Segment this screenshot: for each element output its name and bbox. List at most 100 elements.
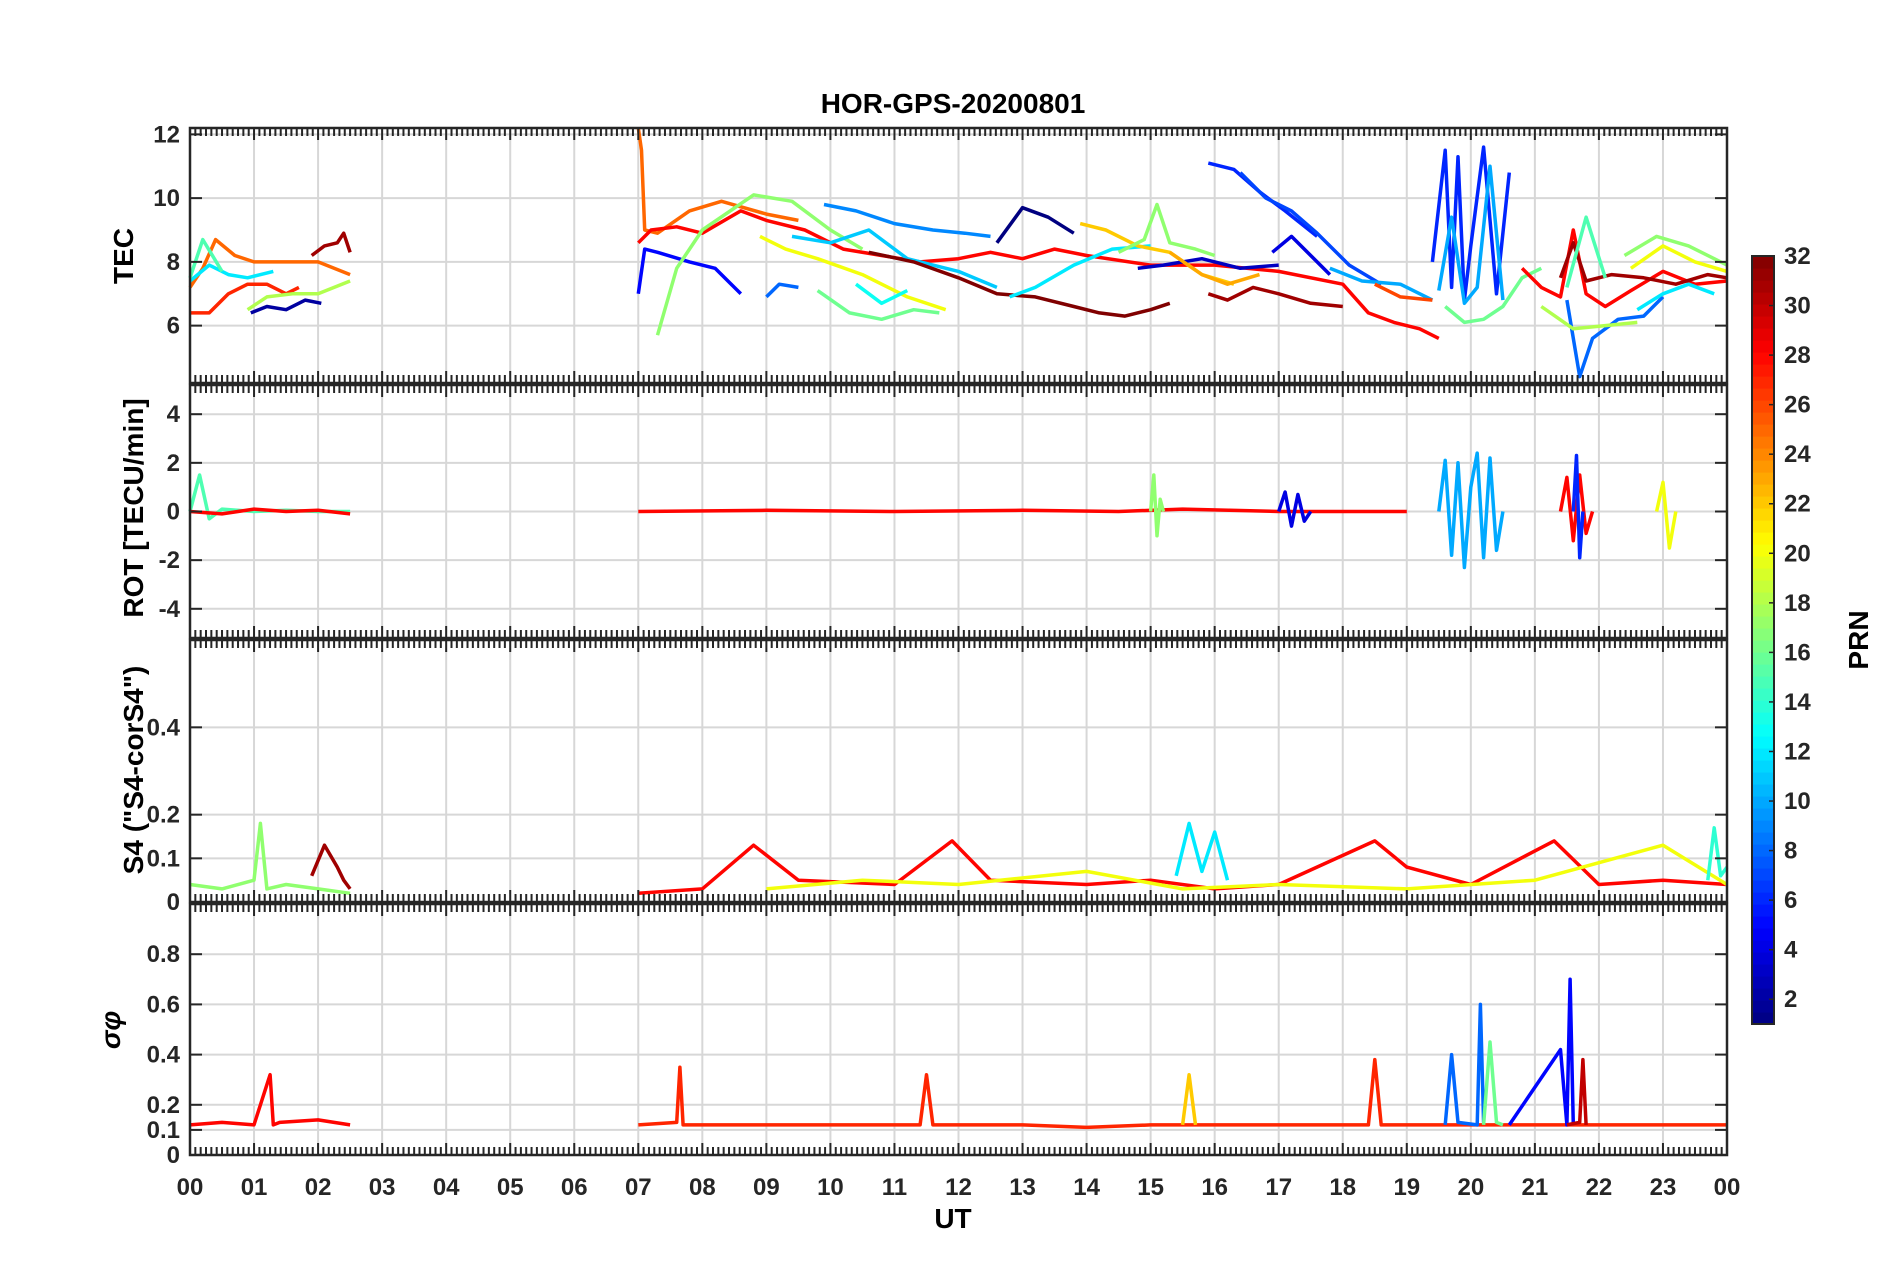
y-tick-label: 8	[167, 249, 180, 276]
x-tick-label: 07	[625, 1174, 652, 1201]
series-line	[1437, 451, 1505, 570]
series-line	[636, 247, 743, 296]
series-line	[188, 263, 274, 283]
series-line	[1706, 826, 1729, 881]
x-tick-label: 05	[497, 1174, 524, 1201]
series-line	[189, 507, 351, 516]
panels-group: 681012-4-202400.10.20.400.10.20.40.60.8T…	[95, 121, 1740, 1201]
series-line	[1481, 1040, 1504, 1127]
series-line	[1444, 266, 1543, 325]
series-line	[1437, 164, 1505, 306]
series-line	[1571, 453, 1585, 560]
series-line	[816, 289, 940, 322]
series-line	[1540, 305, 1638, 331]
series-line	[250, 298, 322, 315]
panel-sigma_phi: 00.10.2 0.4 0.6 0.8	[147, 902, 1729, 1169]
series-line	[1148, 473, 1166, 538]
x-tick-label: 02	[305, 1174, 332, 1201]
colorbar-tick-label: 22	[1784, 491, 1811, 518]
chart-title: HOR-GPS-20200801	[821, 88, 1086, 119]
series-line	[1207, 285, 1343, 309]
y-tick-label: 12	[153, 121, 180, 148]
series-line	[766, 843, 1728, 891]
x-tick-label: 00	[1714, 1174, 1741, 1201]
series-line	[1374, 282, 1433, 302]
colorbar-tick-label: 10	[1784, 788, 1811, 815]
x-tick-label: 13	[1009, 1174, 1036, 1201]
x-tick-label: 15	[1137, 1174, 1164, 1201]
y-tick-label: 0.6	[147, 991, 180, 1018]
series-line	[854, 282, 909, 306]
x-tick-label: 14	[1073, 1174, 1100, 1201]
colorbar-tick-label: 6	[1784, 887, 1797, 914]
series-line	[1180, 1072, 1198, 1126]
y-tick-label: 0.1	[147, 1117, 180, 1144]
y-tick-label: 6	[167, 313, 180, 340]
y-axis-label-sigma-phi: σφ	[95, 1011, 126, 1049]
series-line	[1565, 295, 1665, 379]
series-line	[1443, 1002, 1486, 1127]
colorbar-tick-label: 32	[1784, 243, 1811, 270]
series-line	[791, 228, 998, 290]
series-line	[1520, 228, 1728, 309]
y-axis-label-rot: ROT [TECU/min]	[118, 398, 149, 617]
y-axis-label-tec: TEC	[108, 228, 139, 284]
panel-s4: 0 0.1 0.2 0.4	[147, 638, 1729, 916]
series-line	[1271, 234, 1332, 276]
series-line	[638, 839, 1728, 896]
x-tick-label: 00	[177, 1174, 204, 1201]
series-line	[638, 507, 1407, 514]
x-tick-label: 21	[1522, 1174, 1549, 1201]
colorbar-tick-label: 4	[1784, 937, 1798, 964]
colorbar-tick-label: 20	[1784, 540, 1811, 567]
x-tick-label: 19	[1393, 1174, 1420, 1201]
series-line	[189, 821, 351, 896]
colorbar-tick-label: 2	[1784, 986, 1797, 1013]
series-line	[765, 282, 799, 299]
series-line	[188, 237, 351, 289]
series-line	[1174, 821, 1230, 881]
panel-rot: -4 -2 0 2 4	[159, 383, 1729, 640]
colorbar-tick-label: 24	[1784, 441, 1811, 468]
series-line	[310, 231, 352, 257]
series-line	[655, 193, 864, 336]
colorbar-label: PRN	[1843, 610, 1874, 669]
series-line	[1654, 480, 1678, 550]
x-tick-label: 10	[817, 1174, 844, 1201]
series-line	[636, 127, 799, 235]
series-line	[189, 1072, 351, 1127]
x-tick-label: 03	[369, 1174, 396, 1201]
x-tick-label: 11	[882, 1174, 907, 1201]
series-line	[637, 209, 1440, 340]
y-tick-label: 2	[167, 450, 180, 477]
y-tick-label: 0	[167, 1142, 180, 1169]
colorbar-tick-label: 8	[1784, 838, 1797, 865]
y-tick-label: 0	[167, 499, 180, 526]
y-tick-label: 4	[167, 401, 181, 428]
x-tick-label: 09	[753, 1174, 780, 1201]
x-tick-label: 04	[433, 1174, 460, 1201]
y-tick-label: 0.4	[147, 714, 181, 741]
y-tick-label: 0.4	[147, 1042, 181, 1069]
series-line	[1168, 250, 1261, 286]
series-line	[868, 250, 1171, 318]
series-line	[1558, 241, 1728, 286]
colorbar-tick-label: 30	[1784, 293, 1811, 320]
series-line	[759, 234, 947, 312]
series-line	[188, 237, 224, 279]
series-line	[1117, 202, 1216, 258]
colorbar-tick-label: 16	[1784, 639, 1811, 666]
series-line	[1565, 215, 1607, 288]
panel-tec: 6 8 10 12	[153, 121, 1729, 385]
x-tick-label: 16	[1201, 1174, 1228, 1201]
series-line	[1636, 282, 1715, 312]
y-tick-label: 0.8	[147, 941, 180, 968]
y-tick-label: -2	[159, 547, 180, 574]
series-line	[1137, 256, 1279, 271]
colorbar-tick-label: 26	[1784, 392, 1811, 419]
y-tick-label: 0.1	[147, 845, 180, 872]
series-line	[1239, 171, 1383, 286]
series-line	[1566, 1057, 1588, 1127]
colorbar-tick-label: 28	[1784, 342, 1811, 369]
x-tick-label: 12	[945, 1174, 972, 1201]
